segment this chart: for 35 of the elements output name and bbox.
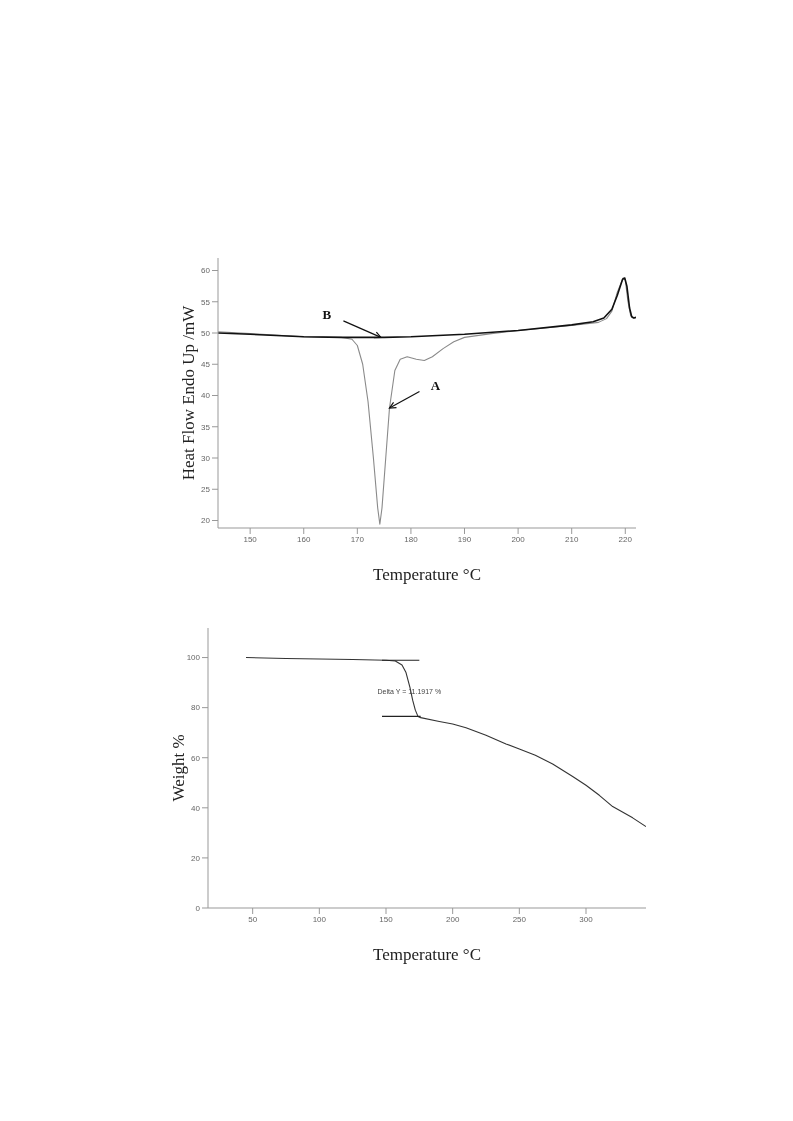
annotation: A: [430, 378, 441, 393]
x-tick-label: 150: [243, 534, 258, 544]
y-tick-label: 60: [191, 753, 201, 763]
y-tick-label: 20: [201, 516, 211, 526]
y-tick-label: 100: [186, 653, 201, 663]
x-tick-label: 150: [379, 914, 394, 924]
x-tick-label: 170: [350, 534, 365, 544]
x-axis-title: Temperature °C: [372, 945, 482, 964]
y-tick-label: 50: [201, 328, 211, 338]
x-tick-label: 200: [445, 914, 460, 924]
y-tick-label: 55: [201, 297, 211, 307]
y-tick-label: 35: [201, 422, 211, 432]
x-axis-title: Temperature °C: [372, 565, 482, 584]
x-tick-label: 190: [457, 534, 472, 544]
x-tick-label: 200: [511, 534, 526, 544]
y-tick-label: 45: [201, 360, 211, 370]
y-tick-label: 25: [201, 485, 211, 495]
x-tick-label: 180: [404, 534, 419, 544]
y-tick-label: 80: [191, 703, 201, 713]
y-tick-label: 0: [195, 903, 201, 913]
y-tick-label: 40: [201, 391, 211, 401]
y-tick-label: 30: [201, 453, 211, 463]
x-tick-label: 100: [312, 914, 327, 924]
x-tick-label: 50: [248, 914, 258, 924]
y-tick-label: 40: [191, 803, 201, 813]
y-axis-title: Weight %: [169, 734, 189, 802]
annotation: B: [322, 307, 332, 323]
x-tick-label: 220: [618, 534, 633, 544]
x-tick-label: 300: [579, 914, 594, 924]
x-tick-label: 250: [512, 914, 527, 924]
y-tick-label: 60: [201, 266, 211, 276]
x-tick-label: 160: [297, 534, 311, 544]
y-axis-title: Heat Flow Endo Up /mW: [179, 304, 199, 481]
y-tick-label: 20: [191, 853, 201, 863]
x-tick-label: 210: [565, 534, 579, 544]
